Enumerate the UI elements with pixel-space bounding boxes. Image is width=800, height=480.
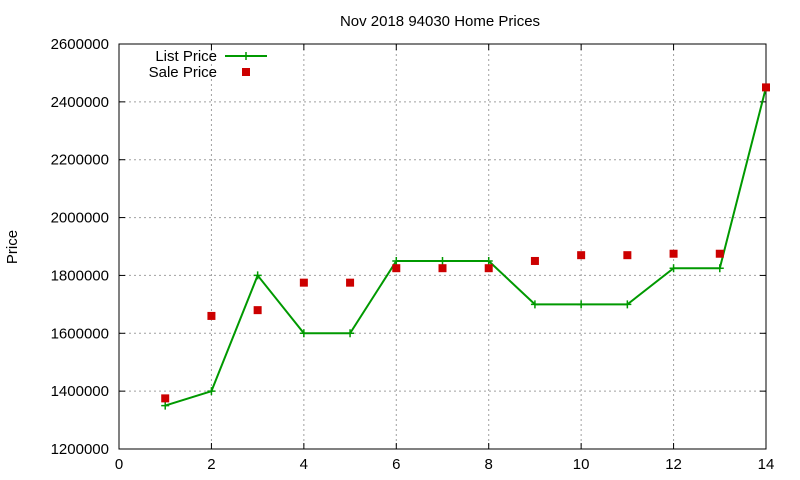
- y-tick-label: 1800000: [51, 267, 109, 284]
- data-point: [161, 394, 170, 403]
- x-tick-label: 10: [573, 456, 590, 473]
- y-tick-label: 1400000: [51, 383, 109, 400]
- data-point: [253, 271, 262, 280]
- data-point: [577, 300, 586, 309]
- y-tick-label: 2000000: [51, 210, 109, 227]
- data-point: [762, 83, 770, 92]
- x-tick-label: 0: [115, 456, 123, 473]
- x-tick-label: 2: [207, 456, 215, 473]
- data-point: [438, 256, 447, 265]
- y-tick-label: 1200000: [51, 441, 109, 458]
- grid: [119, 44, 766, 449]
- legend-label: List Price: [155, 48, 217, 65]
- legend-swatch-marker: [242, 68, 250, 76]
- data-point: [299, 278, 308, 287]
- x-tick-label: 12: [665, 456, 682, 473]
- x-tick-label: 6: [392, 456, 400, 473]
- data-point: [669, 264, 678, 273]
- data-point: [484, 264, 493, 273]
- data-point: [623, 251, 632, 260]
- data-point: [438, 264, 447, 273]
- x-tick-label: 4: [300, 456, 308, 473]
- series-layer: [161, 83, 770, 410]
- y-axis-label: Price: [4, 230, 21, 264]
- data-point: [161, 401, 170, 410]
- chart-title: Nov 2018 94030 Home Prices: [340, 13, 540, 30]
- data-point: [484, 256, 493, 265]
- legend-label: Sale Price: [149, 64, 217, 81]
- y-tick-label: 2600000: [51, 36, 109, 53]
- data-point: [669, 249, 678, 258]
- x-tick-label: 14: [758, 456, 775, 473]
- data-point: [392, 256, 401, 265]
- data-point: [530, 256, 539, 265]
- data-point: [207, 387, 216, 396]
- series-sale-price: [161, 83, 770, 403]
- data-point: [392, 264, 401, 273]
- data-point: [715, 249, 724, 258]
- series-line: [164, 87, 767, 407]
- x-tick-label: 8: [485, 456, 493, 473]
- data-point: [299, 329, 308, 338]
- data-point: [715, 264, 724, 273]
- plot-border: [118, 43, 767, 450]
- data-point: [346, 329, 355, 338]
- data-point: [253, 306, 262, 315]
- y-tick-label: 1600000: [51, 325, 109, 342]
- data-point: [346, 278, 355, 287]
- data-point: [623, 300, 632, 309]
- series-list-price: [161, 83, 770, 410]
- data-point: [530, 300, 539, 309]
- legend-swatch-marker: [242, 52, 250, 60]
- y-tick-label: 2200000: [51, 152, 109, 169]
- data-point: [207, 311, 216, 320]
- y-tick-label: 2400000: [51, 94, 109, 111]
- data-point: [577, 251, 586, 260]
